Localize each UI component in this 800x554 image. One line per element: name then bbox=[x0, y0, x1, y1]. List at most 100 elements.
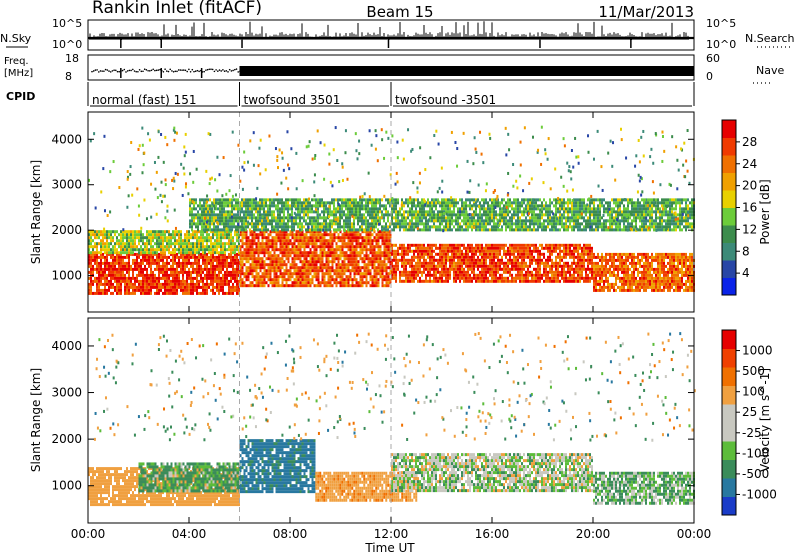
heatmap-cell bbox=[603, 288, 605, 292]
heatmap-cell bbox=[114, 288, 116, 292]
heatmap-cell bbox=[210, 251, 212, 255]
heatmap-cell bbox=[417, 270, 419, 274]
heatmap-cell bbox=[102, 239, 104, 243]
heatmap-cell bbox=[176, 267, 178, 271]
heatmap-cell bbox=[104, 267, 106, 271]
heatmap-cell bbox=[158, 248, 160, 252]
heatmap-cell bbox=[150, 230, 152, 234]
heatmap-cell bbox=[190, 251, 192, 255]
heatmap-cell bbox=[243, 251, 246, 255]
heatmap-cell bbox=[651, 264, 653, 268]
heatmap-cell bbox=[635, 279, 637, 283]
heatmap-cell bbox=[353, 260, 356, 264]
heatmap-cell bbox=[419, 264, 421, 268]
heatmap-cell bbox=[675, 273, 677, 277]
heatmap-cell bbox=[126, 288, 128, 292]
heatmap-cell bbox=[226, 236, 228, 240]
heatmap-cell bbox=[196, 279, 198, 283]
heatmap-cell bbox=[106, 248, 108, 252]
heatmap-cell bbox=[190, 288, 192, 292]
heatmap-cell bbox=[146, 233, 148, 237]
heatmap-cell bbox=[172, 276, 174, 280]
heatmap-cell bbox=[315, 266, 318, 270]
heatmap-cell bbox=[186, 276, 188, 280]
heatmap-cell bbox=[90, 230, 92, 234]
heatmap-cell bbox=[333, 278, 336, 282]
heatmap-cell bbox=[667, 273, 669, 277]
heatmap-cell bbox=[122, 251, 124, 255]
heatmap-cell bbox=[401, 243, 403, 247]
heatmap-cell bbox=[375, 257, 378, 261]
heatmap-cell bbox=[321, 275, 324, 279]
heatmap-cell bbox=[283, 248, 286, 252]
heatmap-cell bbox=[325, 281, 328, 285]
heatmap-cell bbox=[677, 264, 679, 268]
heatmap-cell bbox=[639, 264, 641, 268]
heatmap-cell bbox=[307, 251, 310, 255]
heatmap-cell bbox=[309, 263, 312, 267]
heatmap-cell bbox=[343, 242, 346, 246]
heatmap-cell bbox=[220, 261, 222, 265]
heatmap-cell bbox=[152, 261, 154, 265]
heatmap-cell bbox=[413, 255, 415, 259]
heatmap-cell bbox=[98, 288, 100, 292]
heatmap-cell bbox=[429, 249, 431, 253]
heatmap-cell bbox=[102, 242, 104, 246]
heatmap-cell bbox=[687, 270, 689, 274]
heatmap-cell bbox=[285, 269, 288, 273]
heatmap-cell bbox=[451, 258, 453, 262]
heatmap-cell bbox=[194, 251, 196, 255]
heatmap-cell bbox=[605, 264, 607, 268]
heatmap-cell bbox=[210, 261, 212, 265]
heatmap-cell bbox=[234, 273, 236, 277]
heatmap-cell bbox=[447, 249, 449, 253]
heatmap-cell bbox=[190, 279, 192, 283]
heatmap-cell bbox=[112, 285, 114, 289]
heatmap-cell bbox=[589, 255, 591, 259]
heatmap-cell bbox=[557, 252, 559, 256]
heatmap-cell bbox=[146, 279, 148, 283]
heatmap-cell bbox=[317, 260, 320, 264]
heatmap-cell bbox=[517, 276, 519, 280]
heatmap-cell bbox=[503, 267, 505, 271]
heatmap-cell bbox=[182, 273, 184, 277]
heatmap-cell bbox=[160, 230, 162, 234]
heatmap-cell bbox=[224, 242, 226, 246]
heatmap-cell bbox=[180, 242, 182, 246]
heatmap-cell bbox=[479, 258, 481, 262]
heatmap-cell bbox=[597, 270, 599, 274]
heatmap-cell bbox=[539, 264, 541, 268]
heatmap-cell bbox=[629, 288, 631, 292]
heatmap-cell bbox=[421, 264, 423, 268]
heatmap-cell bbox=[212, 251, 214, 255]
heatmap-cell bbox=[136, 285, 138, 289]
heatmap-cell bbox=[275, 281, 278, 285]
heatmap-cell bbox=[403, 273, 405, 277]
heatmap-cell bbox=[373, 281, 376, 285]
heatmap-cell bbox=[587, 276, 589, 280]
heatmap-cell bbox=[259, 245, 262, 249]
heatmap-cell bbox=[134, 288, 136, 292]
heatmap-cell bbox=[220, 233, 222, 237]
heatmap-cell bbox=[545, 279, 547, 283]
heatmap-cell bbox=[309, 257, 312, 261]
heatmap-cell bbox=[461, 252, 463, 256]
heatmap-cell bbox=[321, 236, 324, 240]
heatmap-cell bbox=[126, 264, 128, 268]
heatmap-cell bbox=[319, 260, 322, 264]
heatmap-cell bbox=[247, 236, 250, 240]
heatmap-cell bbox=[471, 276, 473, 280]
heatmap-cell bbox=[261, 233, 264, 237]
heatmap-cell bbox=[301, 239, 304, 243]
heatmap-cell bbox=[387, 260, 390, 264]
heatmap-cell bbox=[229, 225, 231, 229]
heatmap-cell bbox=[205, 201, 207, 205]
heatmap-cell bbox=[383, 257, 386, 261]
heatmap-cell bbox=[641, 252, 643, 256]
freq-point bbox=[228, 68, 231, 71]
heatmap-cell bbox=[251, 236, 254, 240]
nsearch-label: N.Search bbox=[745, 32, 795, 45]
heatmap-cell bbox=[585, 270, 587, 274]
heatmap-cell bbox=[601, 288, 603, 292]
heatmap-cell bbox=[223, 219, 225, 223]
